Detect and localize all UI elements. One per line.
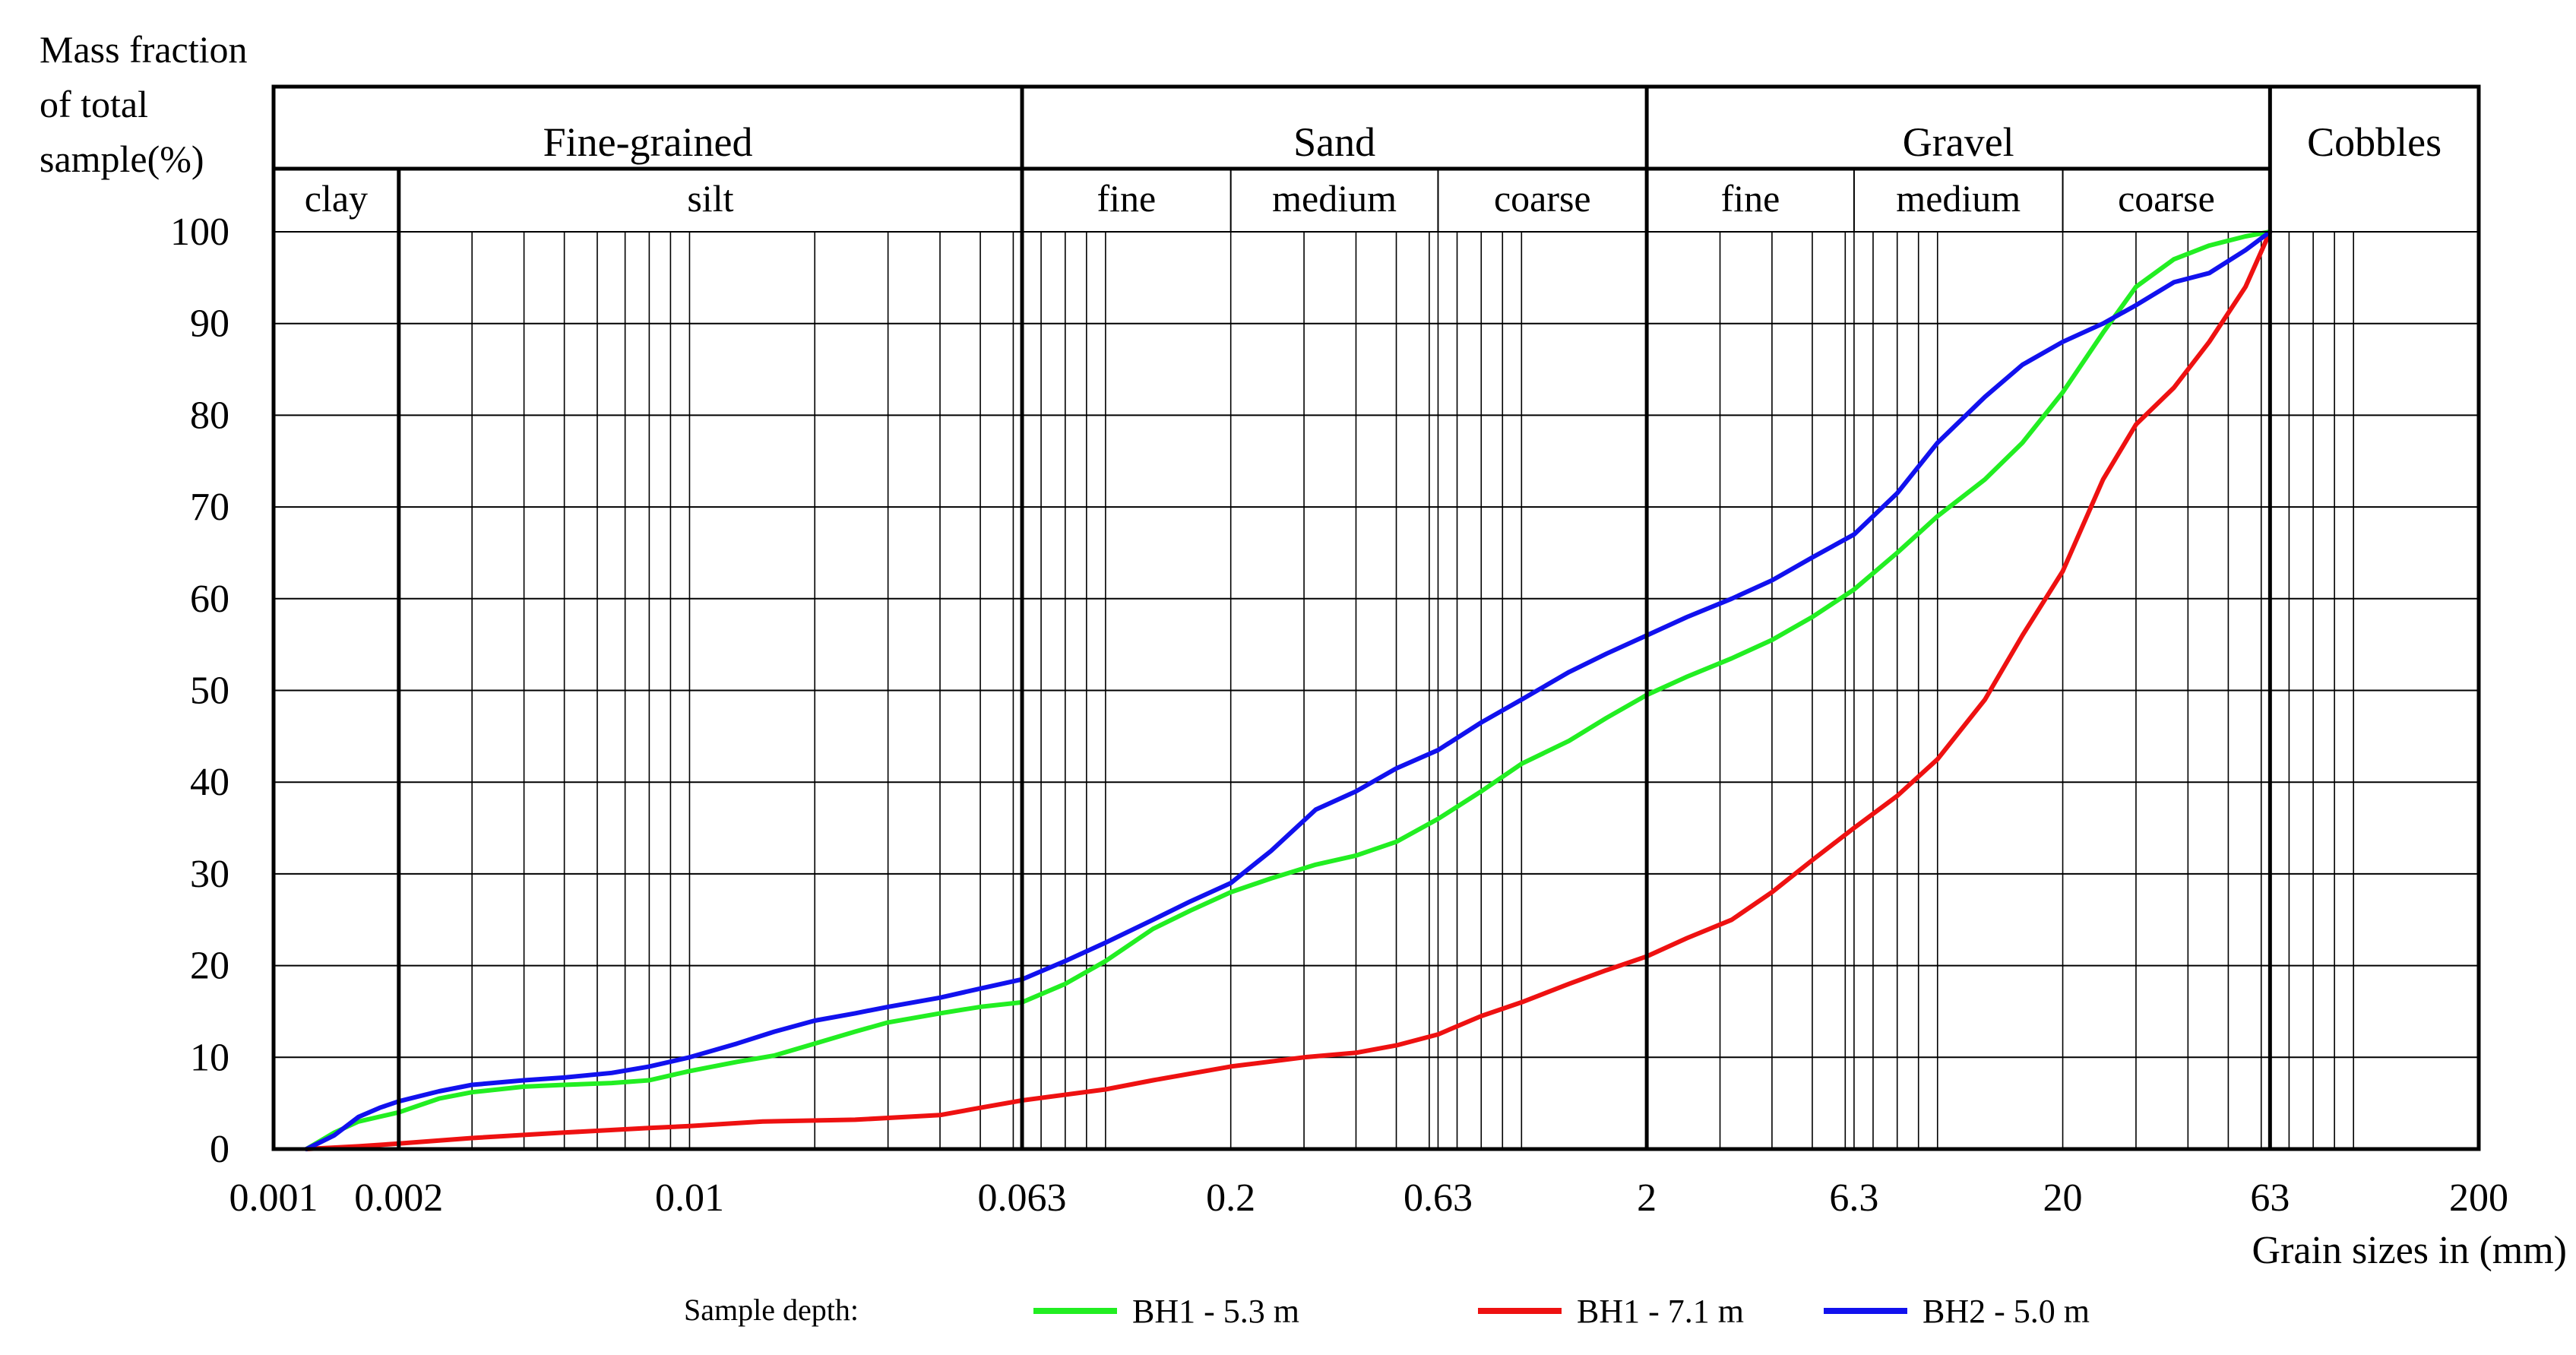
sub-band-label-fine: fine bbox=[1721, 177, 1780, 220]
sub-band-label-coarse: coarse bbox=[2118, 177, 2215, 220]
x-tick-label: 200 bbox=[2449, 1176, 2508, 1220]
y-tick-label: 50 bbox=[190, 670, 229, 713]
y-tick-label: 80 bbox=[190, 394, 229, 437]
legend-title: Sample depth: bbox=[684, 1293, 859, 1327]
legend-entry-label: BH1 - 5.3 m bbox=[1132, 1293, 1299, 1330]
x-tick-label: 0.01 bbox=[655, 1176, 724, 1220]
legend-entry-label: BH1 - 7.1 m bbox=[1577, 1293, 1744, 1330]
legend-entry-label: BH2 - 5.0 m bbox=[1923, 1293, 2090, 1330]
y-axis-label: of total bbox=[40, 83, 148, 125]
y-tick-label: 10 bbox=[190, 1036, 229, 1079]
grid-lines bbox=[274, 231, 2479, 1150]
x-tick-label: 6.3 bbox=[1829, 1176, 1878, 1220]
sub-band-label-coarse: coarse bbox=[1494, 177, 1591, 220]
sub-band-label-medium: medium bbox=[1896, 177, 2021, 220]
series-line-bh1-7-1-m bbox=[304, 230, 2273, 1151]
x-axis-label: Grain sizes in (mm) bbox=[2252, 1229, 2567, 1272]
legend: Sample depth: BH1 - 5.3 m BH1 - 7.1 m BH2 -… bbox=[684, 1293, 2090, 1330]
series-line-bh2-5-0-m bbox=[304, 230, 2273, 1151]
x-tick-label: 0.002 bbox=[354, 1176, 443, 1220]
band-label-cobbles: Cobbles bbox=[2307, 119, 2442, 165]
y-tick-label: 0 bbox=[210, 1128, 229, 1171]
plot-frame bbox=[271, 84, 2481, 1151]
x-tick-label: 20 bbox=[2043, 1176, 2083, 1220]
series-line-bh1-5-3-m bbox=[304, 230, 2273, 1151]
y-tick-label: 70 bbox=[190, 486, 229, 529]
y-tick-label: 40 bbox=[190, 761, 229, 804]
y-tick-label: 90 bbox=[190, 302, 229, 346]
series-lines bbox=[304, 230, 2273, 1151]
plot-border bbox=[271, 84, 2481, 1151]
y-tick-label: 100 bbox=[170, 211, 229, 254]
classification-header: Fine-grained Sand Gravel Cobbles clay silt fin… bbox=[305, 119, 2442, 220]
y-axis-label: sample(%) bbox=[40, 138, 204, 180]
x-tick-label: 2 bbox=[1637, 1176, 1657, 1220]
sub-band-label-medium: medium bbox=[1272, 177, 1397, 220]
x-tick-label: 63 bbox=[2250, 1176, 2290, 1220]
band-label-sand: Sand bbox=[1293, 119, 1375, 165]
x-tick-label: 0.2 bbox=[1206, 1176, 1255, 1220]
y-tick-label: 30 bbox=[190, 853, 229, 896]
band-label-gravel: Gravel bbox=[1903, 119, 2014, 165]
y-tick-label: 20 bbox=[190, 945, 229, 988]
x-tick-label: 0.001 bbox=[229, 1176, 318, 1220]
sub-band-label-clay: clay bbox=[305, 177, 368, 220]
axis-labels: 0 10 20 30 40 50 60 70 80 90 100 0.001 0.002 0.01 0.06… bbox=[40, 28, 2567, 1272]
sub-band-label-silt: silt bbox=[687, 177, 733, 220]
sub-band-label-fine: fine bbox=[1097, 177, 1156, 220]
y-tick-label: 60 bbox=[190, 578, 229, 621]
band-label-fine-grained: Fine-grained bbox=[543, 119, 753, 165]
x-tick-label: 0.63 bbox=[1404, 1176, 1473, 1220]
x-tick-label: 0.063 bbox=[978, 1176, 1067, 1220]
y-axis-label: Mass fraction bbox=[40, 28, 248, 71]
